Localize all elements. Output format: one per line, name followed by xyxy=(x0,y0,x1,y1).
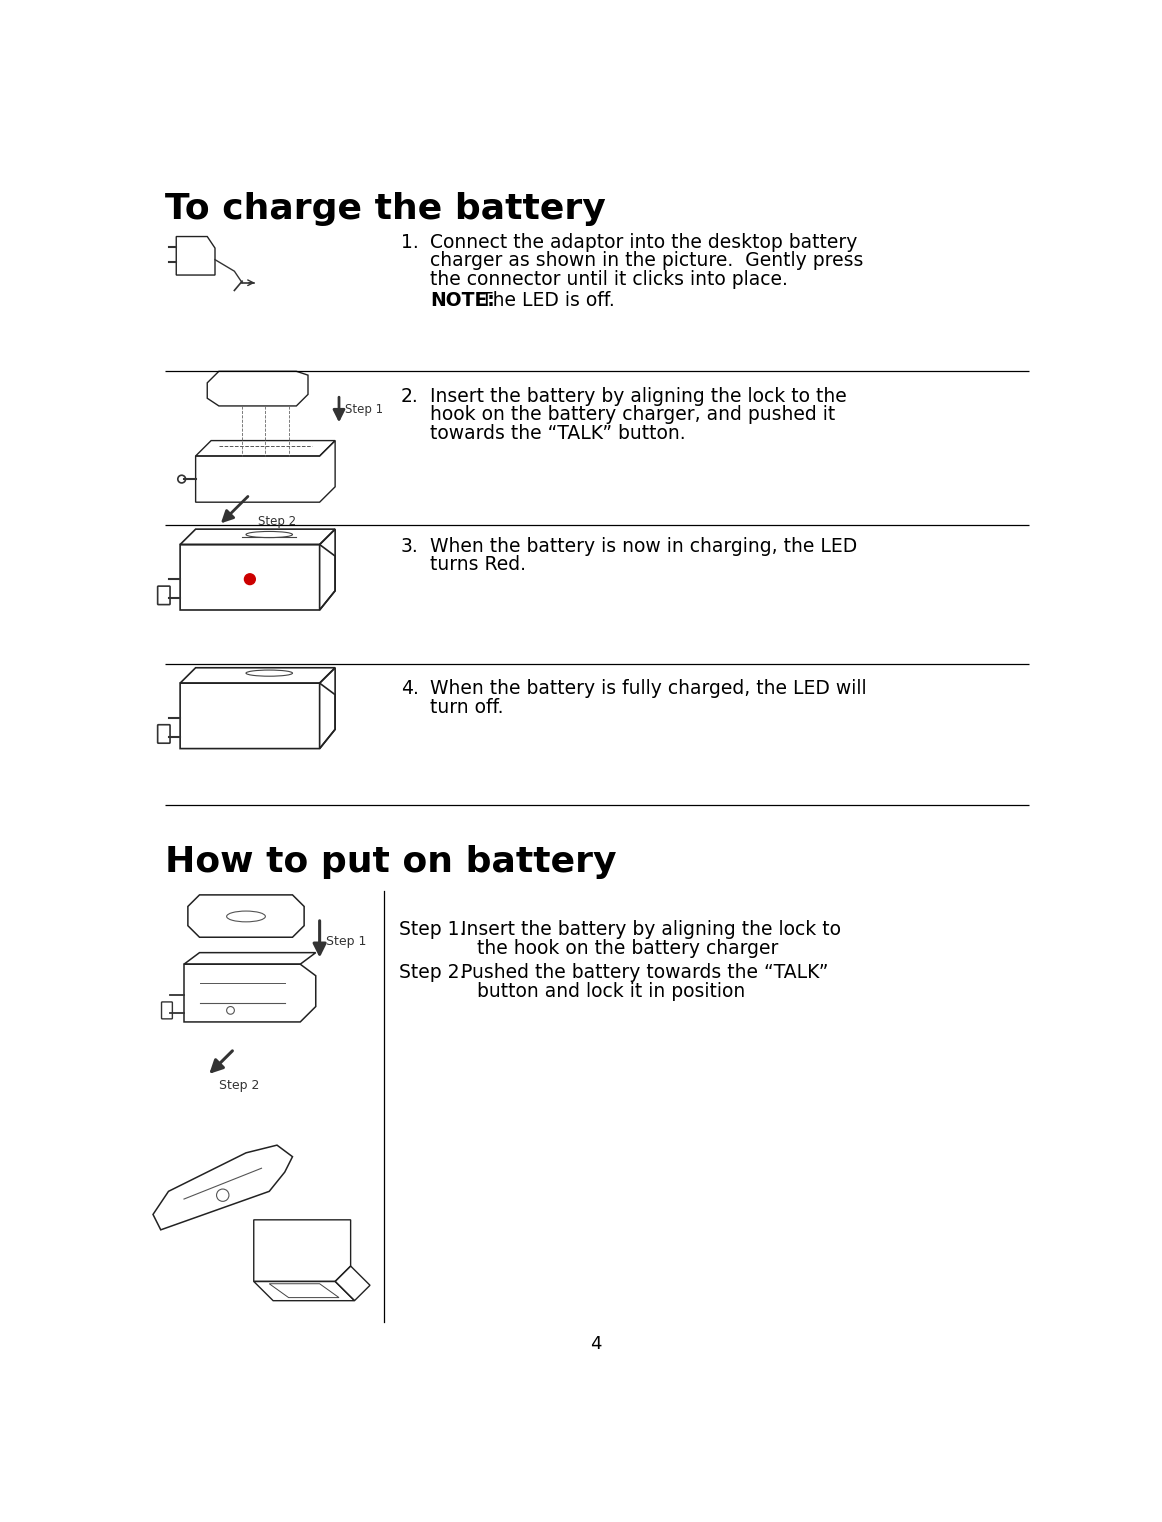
Text: 3.: 3. xyxy=(401,537,418,556)
Text: To charge the battery: To charge the battery xyxy=(165,192,605,225)
Text: towards the “TALK” button.: towards the “TALK” button. xyxy=(430,423,686,443)
Text: Step 1.: Step 1. xyxy=(400,921,466,939)
Text: turn off.: turn off. xyxy=(430,697,504,717)
Text: Step 2.: Step 2. xyxy=(400,963,466,982)
Text: Insert the battery by aligning the lock to the: Insert the battery by aligning the lock … xyxy=(430,387,847,406)
Text: Insert the battery by aligning the lock to: Insert the battery by aligning the lock … xyxy=(461,921,841,939)
Text: The LED is off.: The LED is off. xyxy=(475,291,615,310)
Text: button and lock it in position: button and lock it in position xyxy=(476,982,745,1001)
Circle shape xyxy=(244,574,256,584)
Text: 4.: 4. xyxy=(401,679,418,699)
Text: charger as shown in the picture.  Gently press: charger as shown in the picture. Gently … xyxy=(430,251,863,271)
Text: hook on the battery charger, and pushed it: hook on the battery charger, and pushed … xyxy=(430,405,835,425)
Text: 2.: 2. xyxy=(401,387,418,406)
Text: Step 1: Step 1 xyxy=(345,403,383,417)
Text: the hook on the battery charger: the hook on the battery charger xyxy=(476,939,779,957)
Text: Connect the adaptor into the desktop battery: Connect the adaptor into the desktop bat… xyxy=(430,233,858,251)
Text: When the battery is now in charging, the LED: When the battery is now in charging, the… xyxy=(430,537,858,556)
Text: NOTE:: NOTE: xyxy=(430,291,495,310)
Text: turns Red.: turns Red. xyxy=(430,556,526,574)
Text: Step 2: Step 2 xyxy=(218,1079,259,1091)
Text: Pushed the battery towards the “TALK”: Pushed the battery towards the “TALK” xyxy=(461,963,829,982)
Text: When the battery is fully charged, the LED will: When the battery is fully charged, the L… xyxy=(430,679,867,699)
Text: 1.: 1. xyxy=(401,233,418,251)
Text: Step 1: Step 1 xyxy=(325,935,366,948)
Text: the connector until it clicks into place.: the connector until it clicks into place… xyxy=(430,269,788,289)
Text: How to put on battery: How to put on battery xyxy=(165,845,616,878)
Text: Step 2: Step 2 xyxy=(258,514,296,528)
Text: 4: 4 xyxy=(590,1335,601,1353)
